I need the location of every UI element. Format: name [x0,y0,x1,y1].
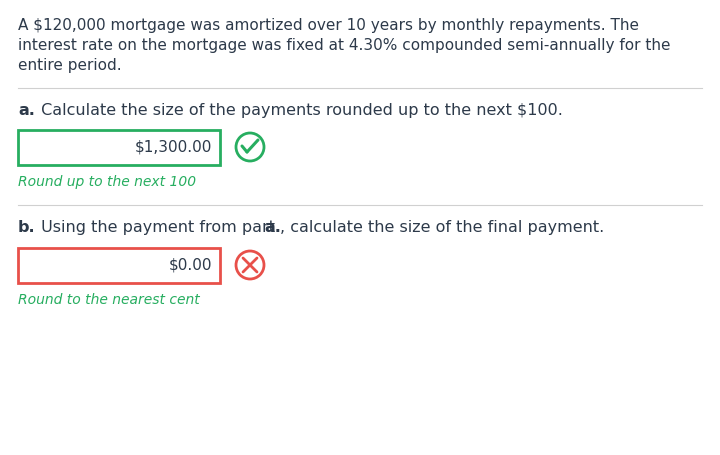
Text: Round to the nearest cent: Round to the nearest cent [18,293,199,307]
Text: $0.00: $0.00 [168,258,212,273]
Bar [18,248,220,283]
Text: , calculate the size of the final payment.: , calculate the size of the final paymen… [280,220,604,235]
Text: interest rate on the mortgage was fixed at 4.30% compounded semi-annually for th: interest rate on the mortgage was fixed … [18,38,670,53]
Text: $1,300.00: $1,300.00 [135,140,212,155]
Text: entire period.: entire period. [18,58,122,73]
Text: a.: a. [264,220,281,235]
Text: Using the payment from part: Using the payment from part [36,220,280,235]
Text: a.: a. [18,103,35,118]
Text: Round up to the next 100: Round up to the next 100 [18,175,196,189]
Text: b.: b. [18,220,35,235]
Text: Calculate the size of the payments rounded up to the next $100.: Calculate the size of the payments round… [36,103,563,118]
Bar [18,130,220,165]
Text: A $120,000 mortgage was amortized over 10 years by monthly repayments. The: A $120,000 mortgage was amortized over 1… [18,18,639,33]
